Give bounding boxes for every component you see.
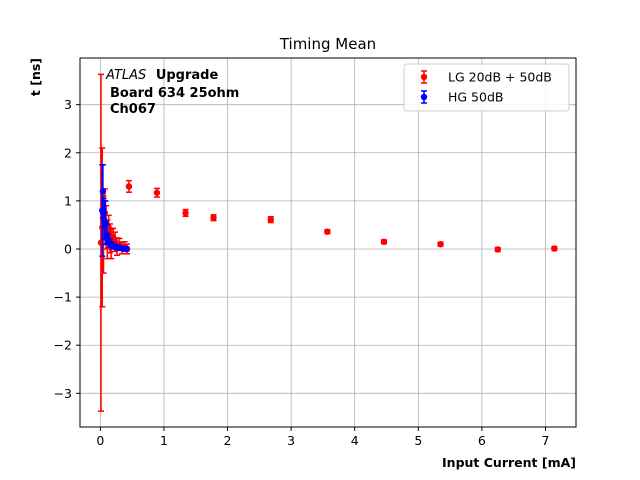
data-point (324, 228, 331, 235)
x-tick-label: 5 (414, 433, 422, 448)
series-hg (99, 164, 130, 257)
y-tick-label: 0 (64, 241, 72, 256)
x-tick-label: 0 (96, 433, 104, 448)
data-point (182, 209, 189, 217)
legend-label: LG 20dB + 50dB (448, 70, 552, 85)
grid (80, 58, 576, 427)
y-tick-label: −2 (54, 338, 72, 353)
plot-frame (79, 57, 577, 428)
annotation-channel: Ch067 (110, 102, 156, 117)
data-point (99, 188, 107, 195)
y-axis-label: t [ns] (28, 58, 43, 96)
x-tick-label: 2 (224, 433, 232, 448)
legend-label: HG 50dB (448, 90, 503, 105)
annotation-experiment: ATLAS (105, 68, 146, 83)
x-tick-label: 4 (351, 433, 359, 448)
svg-text:ATLAS Upgrade: ATLAS Upgrade (105, 68, 218, 83)
y-tick-label: 2 (64, 145, 72, 160)
x-tick-label: 3 (287, 433, 295, 448)
x-tick-label: 1 (160, 433, 168, 448)
x-axis-label: Input Current [mA] (442, 455, 576, 470)
data-point (267, 216, 274, 223)
data-point (551, 245, 558, 252)
data-point (123, 245, 130, 253)
data-point (380, 238, 388, 245)
data-series (97, 73, 558, 412)
data-point (494, 246, 501, 253)
x-tick-label: 7 (542, 433, 550, 448)
chart-title: Timing Mean (279, 35, 376, 53)
data-point (210, 214, 217, 221)
x-tick-label: 6 (478, 433, 486, 448)
annotation-experiment-suffix: Upgrade (156, 68, 219, 83)
annotation-board: Board 634 25ohm (110, 86, 239, 101)
legend: LG 20dB + 50dB HG 50dB (403, 63, 570, 112)
data-point (125, 183, 133, 190)
y-tick-label: −3 (54, 386, 72, 401)
data-point (437, 240, 444, 248)
y-tick-label: −1 (54, 290, 72, 305)
legend-marker (420, 73, 428, 81)
legend-marker (420, 93, 428, 101)
y-tick-label: 1 (64, 193, 72, 208)
data-point (102, 219, 109, 226)
x-axis-ticks: 0 1 2 3 4 5 6 7 (96, 427, 549, 448)
y-tick-label: 3 (64, 97, 72, 112)
legend-frame (403, 63, 570, 112)
legend-entry: HG 50dB (420, 90, 503, 105)
legend-entry: LG 20dB + 50dB (420, 70, 552, 85)
data-point (153, 189, 161, 196)
y-axis-ticks: −3 −2 −1 0 1 2 3 (54, 97, 80, 401)
experiment-annotation: ATLAS Upgrade Board 634 25ohm Ch067 (105, 68, 239, 117)
